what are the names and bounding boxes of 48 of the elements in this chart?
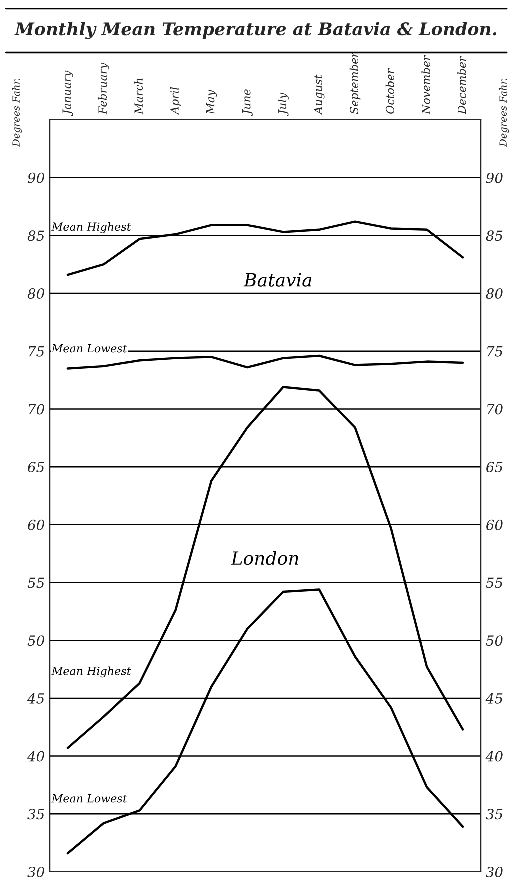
x-tick-label: January	[62, 70, 74, 116]
y2-tick-label: 40	[486, 751, 503, 762]
y2-axis-title: Degrees Fahr.	[499, 78, 510, 148]
y2-tick-label: 30	[486, 866, 503, 878]
y-tick-label: 85	[28, 230, 44, 242]
y-tick-label: 40	[27, 751, 44, 762]
series-label: Mean Highest	[52, 222, 132, 234]
y-tick-label: 60	[28, 520, 44, 530]
y2-tick-label: 35	[486, 809, 503, 820]
y-tick-label: 35	[28, 809, 44, 820]
chart-title: Monthly Mean Temperature at Batavia & London.	[14, 22, 497, 40]
y-tick-label: 50	[28, 636, 44, 646]
x-tick-label: August	[314, 74, 325, 116]
y-tick-label: 90	[28, 172, 44, 184]
x-tick-label: September	[350, 52, 361, 114]
series-label: Mean Lowest	[52, 344, 128, 353]
y2-tick-label: 75	[488, 346, 503, 357]
y-tick-label: 30	[28, 866, 44, 878]
y-tick-label: 45	[27, 693, 44, 704]
y-axis-title: Degrees Fahr.	[12, 78, 22, 148]
y-tick-label: 55	[28, 578, 44, 588]
y-tick-label: 65	[28, 462, 44, 473]
x-tick-label: March	[134, 78, 144, 115]
y2-tick-label: 45	[486, 693, 503, 704]
series-label: Mean Lowest	[52, 794, 128, 803]
y2-tick-label: 60	[486, 520, 503, 530]
y2-tick-label: 70	[488, 404, 503, 415]
y2-tick-label: 55	[486, 578, 503, 588]
y-tick-label: 70	[29, 404, 44, 415]
y-tick-label: 75	[29, 346, 44, 357]
x-tick-label: December	[458, 56, 466, 115]
y-tick-label: 80	[28, 288, 44, 300]
x-tick-label: June	[242, 90, 253, 116]
y2-tick-label: 90	[486, 172, 503, 184]
x-tick-label: February	[98, 62, 110, 115]
y2-tick-label: 80	[486, 288, 503, 300]
line-series	[66, 354, 464, 370]
x-tick-label: May	[206, 90, 217, 115]
y2-tick-label: 85	[486, 230, 503, 242]
x-tick-label: October	[386, 68, 394, 114]
annotation: Batavia	[244, 273, 312, 287]
y2-tick-label: 65	[486, 462, 503, 473]
y2-tick-label: 50	[486, 636, 503, 646]
x-tick-label: November	[422, 55, 430, 115]
series-label: Mean Highest	[52, 666, 132, 678]
x-tick-label: July	[278, 92, 289, 116]
annotation: London	[230, 551, 299, 566]
x-tick-label: April	[170, 87, 182, 116]
